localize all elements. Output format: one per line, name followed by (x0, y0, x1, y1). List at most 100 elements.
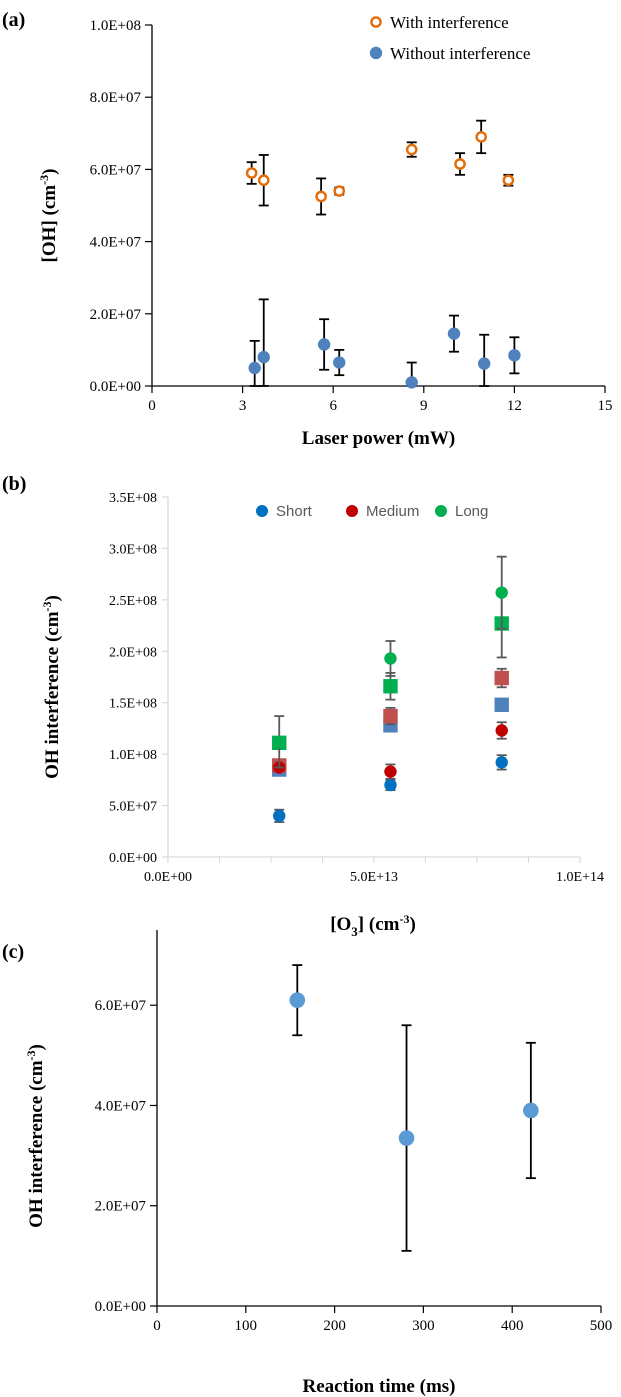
data-point (384, 765, 397, 778)
data-point (383, 708, 398, 724)
data-point (384, 778, 397, 792)
y-axis-title: [OH] (cm-3) (37, 169, 60, 263)
y-tick-label: 4.0E+07 (90, 235, 142, 251)
data-point (508, 349, 521, 362)
legend-label: Short (276, 503, 313, 520)
y-tick-label: 2.0E+07 (95, 1199, 147, 1215)
data-point (454, 158, 466, 170)
y-axis-title-main: OH interference (cm (42, 611, 63, 779)
legend-label: Medium (366, 503, 419, 520)
data-point (333, 356, 346, 369)
data-point (523, 1102, 539, 1119)
x-tick-label: 0 (148, 398, 156, 414)
y-tick-label: 3.5E+08 (109, 491, 157, 506)
y-tick-label: 2.0E+07 (90, 307, 142, 323)
y-axis-title: OH interference (cm-3) (24, 1044, 47, 1228)
data-point (495, 756, 508, 769)
x-axis-title: Laser power (mW) (302, 428, 455, 449)
x-tick-label: 200 (323, 1318, 346, 1334)
series-with-interference (245, 119, 515, 216)
x-axis-title-mid: ] (cm (358, 914, 400, 935)
data-point (495, 586, 508, 599)
y-axis-title: OH interference (cm-3) (40, 595, 63, 779)
legend-label: Without interference (390, 44, 530, 63)
y-axis-title-end: ) (26, 1044, 47, 1050)
x-tick-label: 400 (501, 1318, 524, 1334)
x-tick-label: 500 (590, 1318, 613, 1334)
y-axis-title-sup: -3 (37, 175, 51, 185)
data-point (494, 670, 509, 686)
data-point (289, 992, 306, 1008)
y-tick-label: 6.0E+07 (95, 998, 147, 1014)
data-point (495, 724, 508, 737)
data-point (502, 174, 515, 187)
y-tick-label: 2.5E+08 (109, 594, 157, 609)
data-point (257, 350, 270, 364)
data-point (370, 16, 382, 28)
y-tick-label: 0.0E+00 (95, 1299, 146, 1315)
panel-label: (b) (2, 473, 26, 495)
data-point (315, 190, 327, 203)
legend-label: With interference (390, 13, 509, 32)
data-point (405, 143, 418, 156)
x-tick-label: 5.0E+13 (350, 870, 398, 885)
y-tick-label: 1.5E+08 (109, 697, 157, 712)
x-tick-label: 15 (598, 398, 613, 414)
x-axis-title-main: [O (330, 914, 351, 935)
data-point (245, 167, 258, 179)
y-axis-title-end: ) (39, 169, 60, 175)
data-point (248, 361, 261, 375)
x-axis-title-sup: -3 (399, 912, 409, 926)
panel-c: (c) 0.0E+00 2.0E+07 4.0E+07 6.0E+07 0 100 200 30… (2, 930, 612, 1397)
data-point (333, 185, 346, 197)
x-axis-title: [O3] (cm-3) (330, 912, 416, 939)
data-point (369, 46, 383, 60)
y-tick-label: 8.0E+07 (90, 90, 142, 106)
x-tick-label: 300 (412, 1318, 435, 1334)
x-tick-label: 3 (239, 398, 247, 414)
data-point (256, 505, 268, 517)
x-tick-label: 100 (235, 1318, 258, 1334)
legend: Short Medium Long (256, 503, 488, 520)
x-axis-title-close: ) (409, 914, 415, 935)
data-point (317, 338, 331, 351)
y-tick-label: 2.0E+08 (109, 645, 157, 660)
series-medium (273, 721, 508, 780)
series-short (273, 754, 508, 823)
panel-b: (b) 0.0E+00 5.0E+07 1.0E+08 1.5E+08 2.0E+08 2.… (2, 473, 604, 939)
data-point (273, 809, 286, 823)
legend: With interference Without interference (369, 13, 530, 63)
x-tick-label: 1.0E+14 (556, 870, 604, 885)
x-axis-title-sub: 3 (351, 924, 358, 939)
y-tick-label: 6.0E+07 (90, 162, 142, 178)
y-tick-label: 4.0E+07 (95, 1098, 147, 1114)
y-tick-label: 0.0E+00 (90, 379, 141, 395)
y-axis-title-sup: -3 (24, 1050, 38, 1060)
y-tick-label: 0.0E+00 (109, 851, 157, 866)
data-point (494, 697, 509, 712)
data-point (475, 131, 487, 143)
x-tick-label: 0.0E+00 (144, 870, 192, 885)
data-point (435, 505, 447, 517)
y-tick-label: 5.0E+07 (109, 800, 157, 815)
data-point (398, 1130, 415, 1146)
y-axis-title-main: OH interference (cm (26, 1060, 47, 1228)
data-point (405, 376, 418, 389)
x-axis-title: Reaction time (ms) (302, 1376, 455, 1397)
series-without-interference (248, 298, 521, 389)
data-point (478, 357, 491, 370)
x-tick-label: 9 (420, 398, 428, 414)
series-long (273, 555, 508, 769)
data-point (384, 652, 397, 665)
panel-label: (a) (2, 9, 25, 31)
y-axis-title-main: [OH] (cm (39, 185, 60, 263)
x-tick-label: 0 (153, 1318, 161, 1334)
y-tick-label: 3.0E+08 (109, 542, 157, 557)
data-point (346, 505, 358, 517)
panel-a: (a) 0.0E+00 2.0E+07 4.0E+07 6.0E+07 8.0E+07 1.… (2, 9, 613, 449)
y-axis-title-end: ) (42, 595, 63, 601)
x-tick-label: 6 (329, 398, 337, 414)
y-tick-label: 1.0E+08 (109, 748, 157, 763)
data-point (447, 327, 461, 340)
